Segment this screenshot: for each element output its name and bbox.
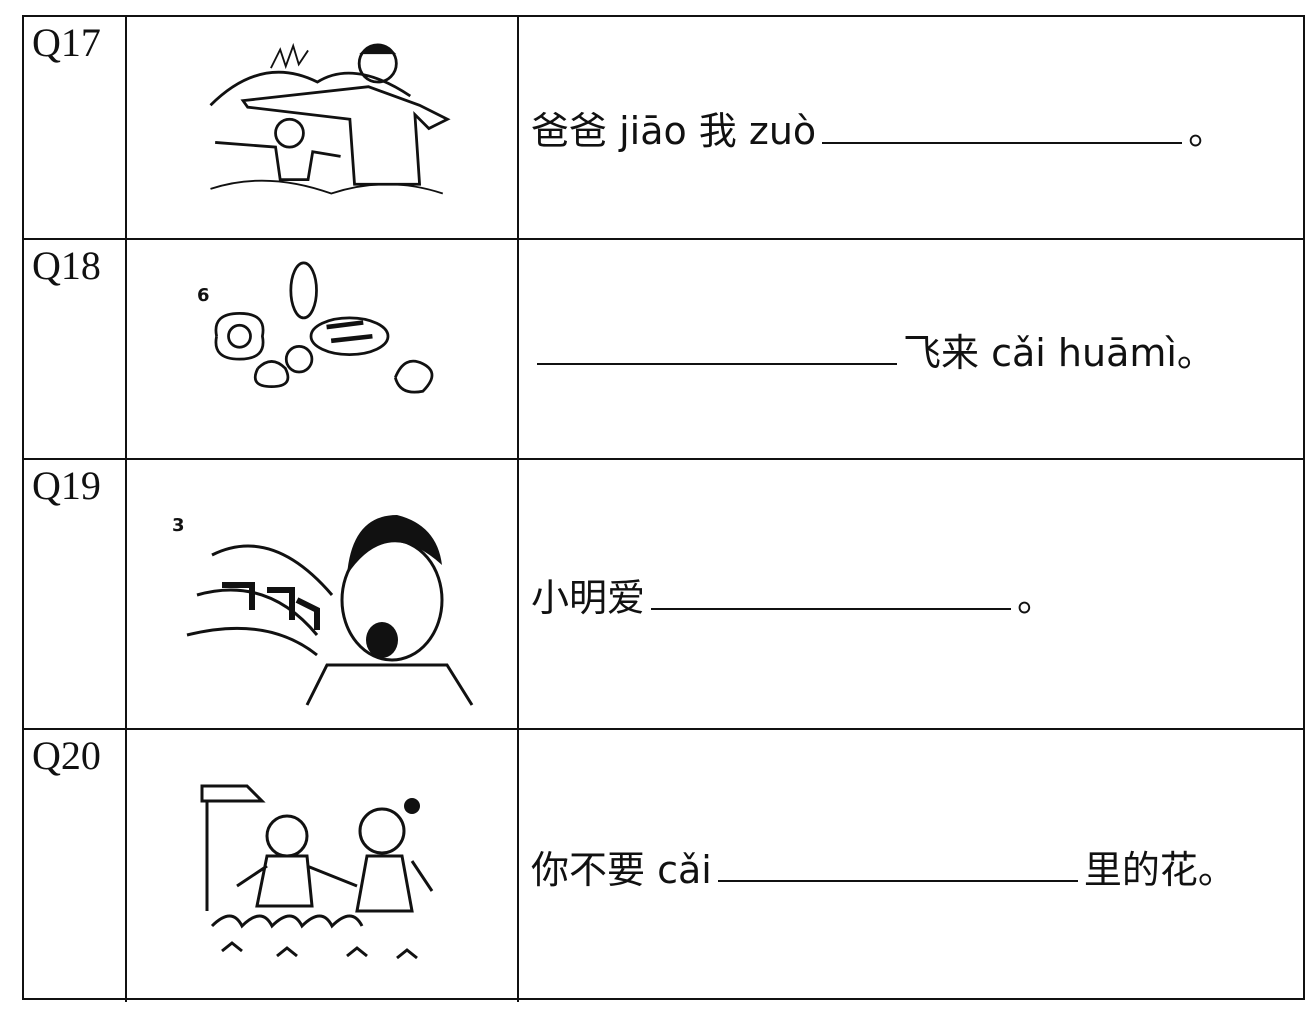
sentence-end: 里的花。 [1083,847,1236,892]
illustration: 6 [127,240,519,458]
sentence-end: 。 [1188,109,1227,153]
drawing [186,515,474,706]
question-number: Q19 [24,460,127,728]
sentence: 你不要 cǎi 里的花。 [519,730,1303,1002]
illustration [127,730,519,1002]
sentence: 爸爸 jiāo 我 zuò 。 [519,17,1303,238]
sentence-end: 。 [1017,575,1056,620]
worksheet-table: Q17 爸爸 jiāo 我 zuò 。 Q18 6 飞来 cǎi huāmì。 Q19 … [22,15,1305,1002]
question-row: Q17 爸爸 jiāo 我 zuò 。 [24,17,1303,240]
drawing [214,261,434,394]
question-number: Q20 [24,730,127,1002]
answer-blank [822,112,1183,144]
question-row: Q20 你不要 cǎi 里的花。 [24,730,1303,1002]
drawing [209,42,451,195]
sentence-start: 小明爱 [531,575,646,620]
sentence: 飞来 cǎi huāmì。 [519,240,1303,458]
question-number: Q18 [24,240,127,458]
sentence-start: 爸爸 jiāo 我 zuò [531,109,817,153]
question-row: Q18 6 飞来 cǎi huāmì。 [24,240,1303,460]
answer-blank [717,850,1078,882]
answer-blank [651,578,1012,610]
image-label: 6 [197,285,210,306]
sentence: 小明爱 。 [519,460,1303,728]
question-number: Q17 [24,17,127,238]
sentence-end: 飞来 cǎi huāmì。 [903,330,1215,375]
drawing [200,784,434,960]
illustration: 3 [127,460,519,728]
illustration [127,17,519,238]
question-row: Q19 3 小明爱 。 [24,460,1303,730]
sentence-start: 你不要 cǎi [531,847,712,892]
answer-blank [537,333,897,365]
image-label: 3 [172,515,185,536]
